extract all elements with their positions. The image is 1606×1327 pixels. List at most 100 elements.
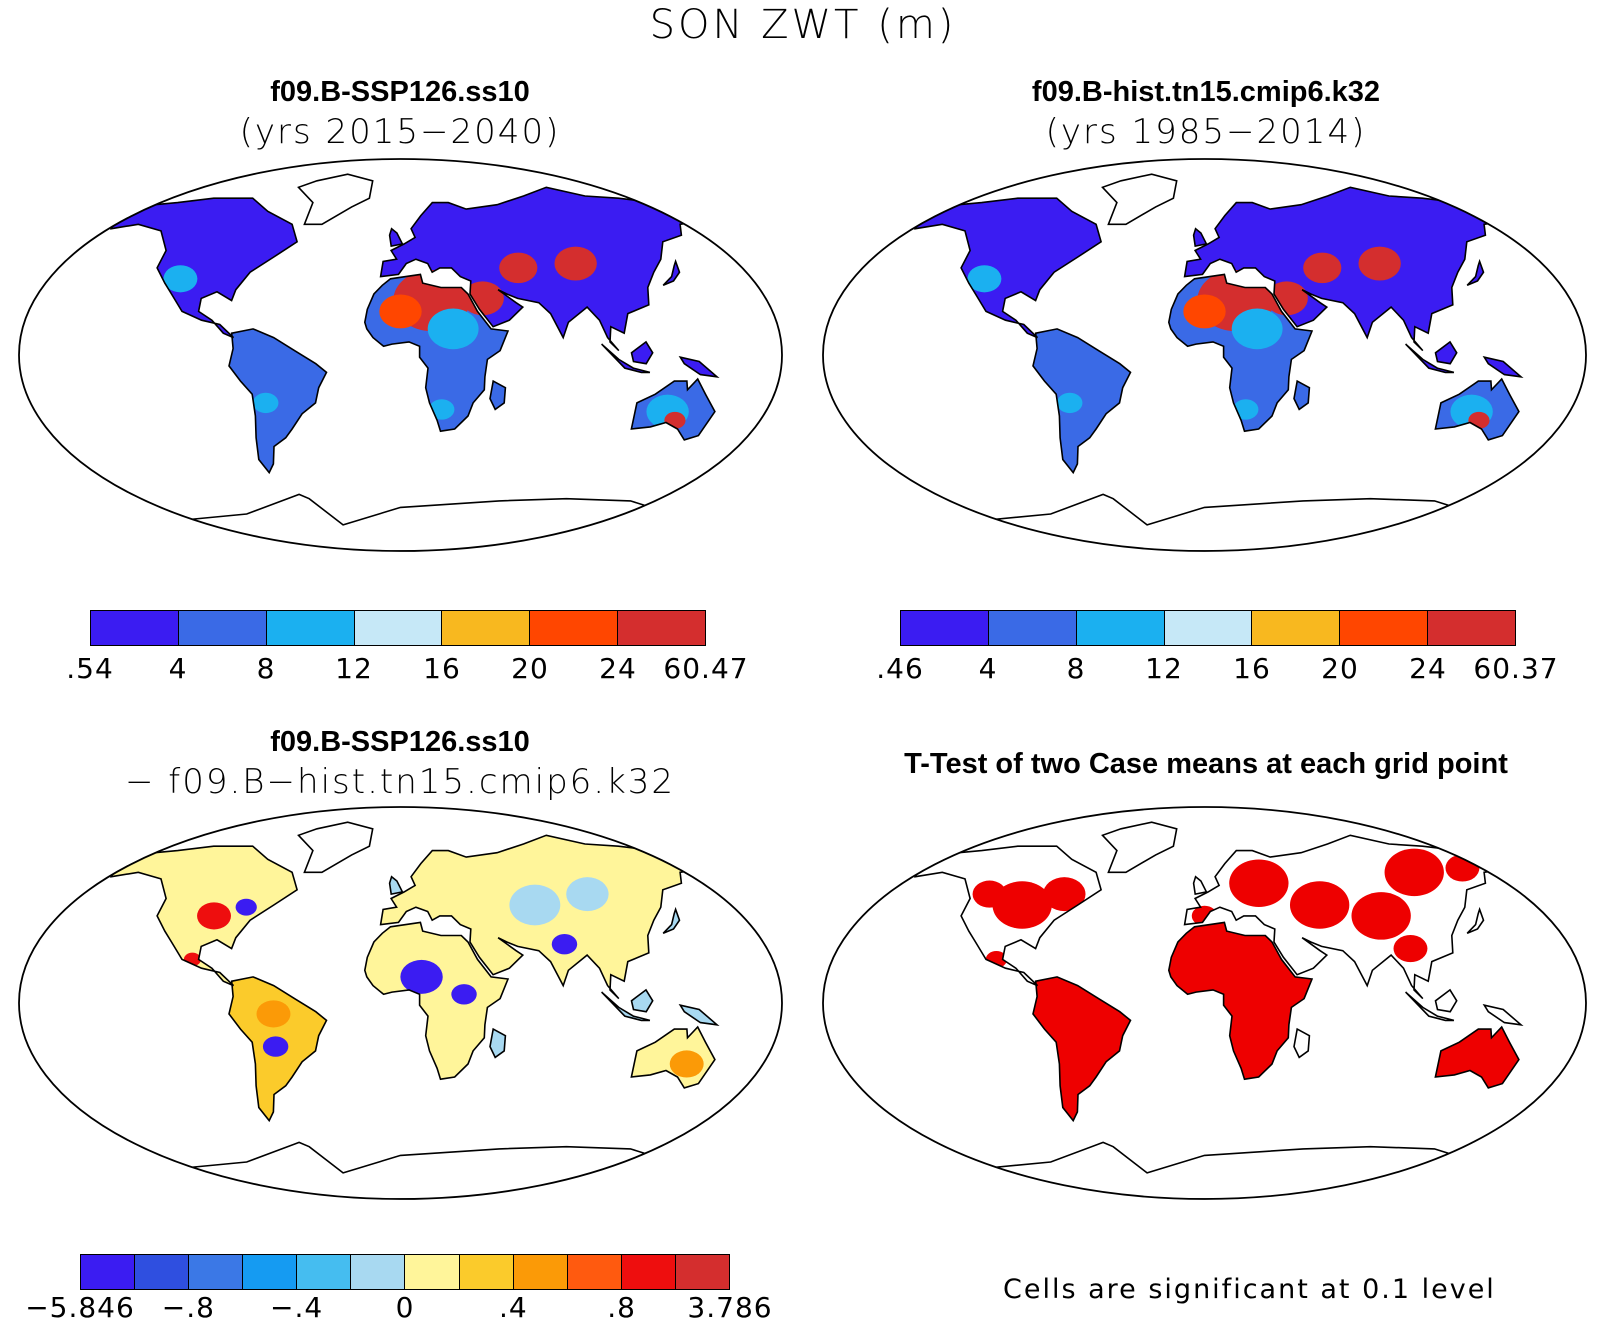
colorbar-swatch [530,611,619,645]
coastline-greenland [1101,821,1178,874]
land-greenland [298,174,373,225]
colorbar-tick-label: −.8 [161,1291,215,1324]
coastline-borneo [1434,340,1458,365]
coastline-madagascar [489,379,507,411]
coastlines [109,173,720,551]
land-eurasia [380,187,707,351]
coastline-africa [1167,273,1314,433]
coastline-northAmerica [913,197,1103,339]
field-patch [1231,308,1283,350]
land-indonesia [601,992,650,1021]
field-patch [1183,294,1226,329]
colorbar-tick-label: 8 [256,652,276,685]
coastline-africa [1167,921,1314,1081]
land-japan [1467,261,1484,286]
field-patch [253,392,279,414]
coastline-borneo [630,988,654,1013]
colorbar-tick-label: 20 [1321,652,1359,685]
land-africa [364,922,508,1080]
colorbar-tick-label: .8 [607,1291,636,1324]
colorbar-tick-label: 3.786 [687,1291,773,1324]
coastline-southAmerica [228,328,328,475]
figure-title: SON ZWT (m) [649,2,957,48]
panel-title-hist: f09.B-hist.tn15.cmip6.k32 (yrs 1985−2014… [806,72,1606,152]
colorbar-swatch [266,611,355,645]
panel-title-subtraction: − f09.B−hist.tn15.cmip6.k32 [124,762,676,802]
colorbar-swatch [178,611,267,645]
coastline-japan [1466,258,1485,287]
colorbar-tick-label: 24 [599,652,637,685]
field-patch [427,308,479,350]
field-patch [1393,934,1428,963]
colorbar-swatch [1428,611,1516,645]
field-patch [566,877,609,912]
land-borneo [631,989,653,1012]
coastline-eurasia [379,186,709,352]
coastline-australia [1434,377,1520,441]
field-patch [1289,881,1350,929]
land-antarctica [142,494,666,551]
coastline-borneo [630,340,654,365]
panel-title-ttest: T-Test of two Case means at each grid po… [806,744,1606,784]
coastline-newGuinea [678,355,720,378]
map-frame [822,806,1587,1200]
coastline-japan [662,906,681,935]
land-borneo [1435,341,1457,364]
land-borneo [631,341,653,364]
coastline-northAmerica [913,845,1103,987]
field-patch [262,1036,289,1057]
field-patches [163,246,689,429]
panel-title-years: (yrs 1985−2014) [1045,112,1367,152]
coastline-uk [1192,227,1208,248]
colorbar-tick-label: −.4 [270,1291,324,1324]
colorbar-swatch [901,611,989,645]
colorbar-ticks-hist: .46 4 8 12 16 20 24 60.37 [876,652,1557,688]
colorbar-swatch [91,611,179,645]
colorbar-diff [80,1254,730,1290]
colorbar-swatch [297,1255,352,1289]
coastline-africa [363,273,510,433]
coastline-newGuinea [678,1003,720,1026]
colorbar-swatch [988,611,1077,645]
coastline-eurasia [379,834,709,1000]
coastline-australia [630,377,716,441]
field-patch [461,281,504,316]
colorbar-swatch [351,1255,406,1289]
field-patch [163,265,198,293]
coastline-indonesia [1405,343,1455,374]
field-patch [551,934,578,955]
coastline-indonesia [1405,991,1455,1022]
land-uk [389,228,403,247]
colorbar-ticks-ssp126: .54 4 8 12 16 20 24 60.47 [66,652,747,688]
coastline-uk [388,875,404,896]
colorbar-swatch [513,1255,568,1289]
field-patch [1384,848,1444,897]
colorbar-swatch [618,611,706,645]
field-patch [992,881,1052,929]
colorbar-swatch [675,1255,729,1289]
land-eurasia [1184,187,1511,351]
coastline-borneo [1434,988,1458,1013]
land-indonesia [1405,992,1454,1021]
land-antarctica [946,1142,1470,1199]
coastline-northAmerica [109,197,299,339]
colorbar-swatch [1076,611,1165,645]
map-frame [18,806,783,1200]
map-body [823,159,1586,551]
panel-title-years: (yrs 2015−2040) [239,112,561,152]
land-antarctica [142,1142,666,1199]
colorbar-tick-label: 8 [1066,652,1086,685]
field-patch [1265,281,1308,316]
land-uk [1193,876,1207,895]
land-madagascar [490,1029,506,1058]
coastline-southAmerica [228,976,328,1123]
colorbar-tick-label: −5.846 [25,1291,135,1324]
coastline-africa [363,921,510,1081]
land-antarctica [946,494,1470,551]
land-northAmerica [915,198,1102,338]
coastline-madagascar [1293,379,1311,411]
colorbar-ticks-diff: −5.846 −.8 −.4 0 .4 .8 3.786 [25,1291,771,1327]
colorbar-swatch [1252,611,1341,645]
coastline-greenland [297,821,374,874]
colorbar-tick-label: .4 [498,1291,528,1324]
